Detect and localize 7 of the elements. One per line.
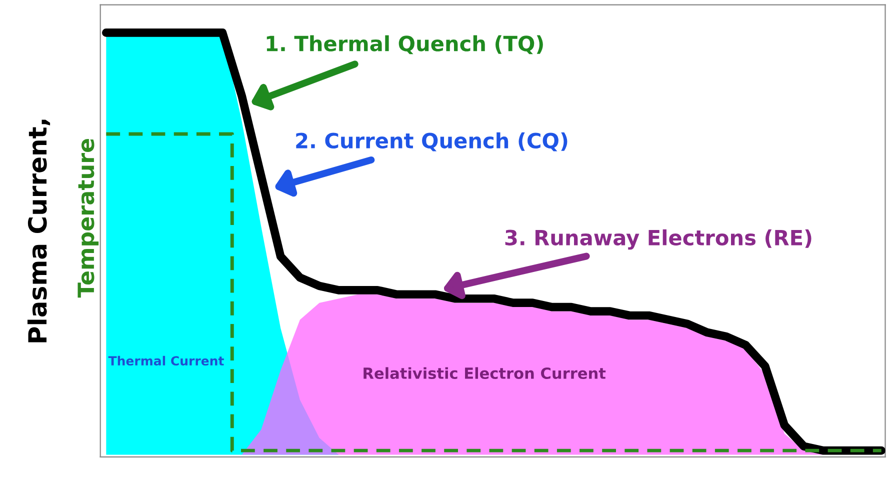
text: Temperature <box>78 138 99 298</box>
y-axis-title: Plasma Current, <box>27 120 50 342</box>
annotation: 3. Runaway Electrons (RE) <box>505 229 812 250</box>
series-label: Relativistic Electron Current <box>364 367 606 380</box>
annotation: 2. Current Quench (CQ) <box>296 132 568 152</box>
annotation: 1. Thermal Quench (TQ) <box>266 35 543 54</box>
series-label: Thermal Current <box>108 356 224 366</box>
